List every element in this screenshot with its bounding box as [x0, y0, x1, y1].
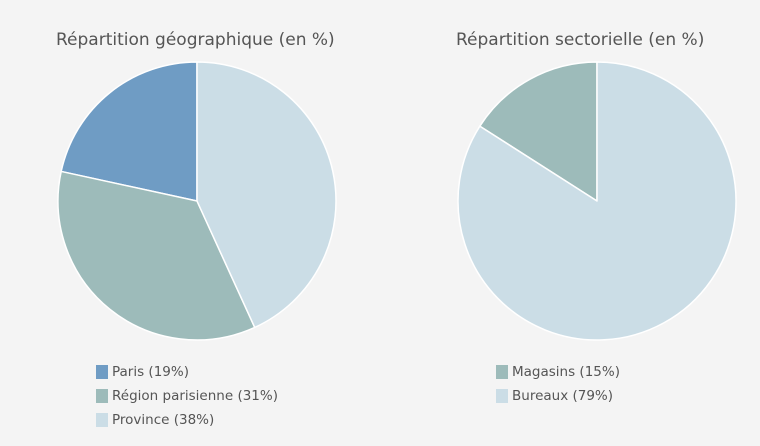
pie-slice-region-parisienne: [57, 170, 256, 341]
legend-item-province: Province (38%): [96, 408, 278, 432]
legend-label: Région parisienne (31%): [112, 388, 278, 404]
legend-label: Paris (19%): [112, 364, 189, 380]
legend-item-magasins: Magasins (15%): [496, 360, 620, 384]
chart-title: Répartition géographique (en %): [56, 30, 335, 50]
legend-swatch: [96, 413, 108, 427]
legend-label: Bureaux (79%): [512, 388, 614, 404]
chart-sectorial: Répartition sectorielle (en %) Magasins …: [456, 0, 760, 446]
legend-label: Magasins (15%): [512, 364, 620, 380]
legend-swatch: [496, 365, 508, 379]
legend-swatch: [96, 365, 108, 379]
legend-item-bureaux: Bureaux (79%): [496, 384, 620, 408]
legend-item-region-parisienne: Région parisienne (31%): [96, 384, 278, 408]
legend: Paris (19%) Région parisienne (31%) Provin…: [96, 360, 278, 432]
chart-title: Répartition sectorielle (en %): [456, 30, 705, 50]
chart-geographic: Répartition géographique (en %) Paris (1…: [56, 0, 396, 446]
pie-slice-province: [196, 61, 337, 329]
legend-label: Province (38%): [112, 412, 215, 428]
legend-swatch: [96, 389, 108, 403]
pie-chart: [57, 61, 337, 341]
legend-item-paris: Paris (19%): [96, 360, 278, 384]
legend-swatch: [496, 389, 508, 403]
pie-slice-paris: [60, 61, 198, 202]
pie-chart: [457, 61, 737, 341]
legend: Magasins (15%) Bureaux (79%): [496, 360, 620, 408]
pie-slice-bureaux: [457, 61, 737, 341]
pie-slice-magasins: [479, 61, 598, 202]
